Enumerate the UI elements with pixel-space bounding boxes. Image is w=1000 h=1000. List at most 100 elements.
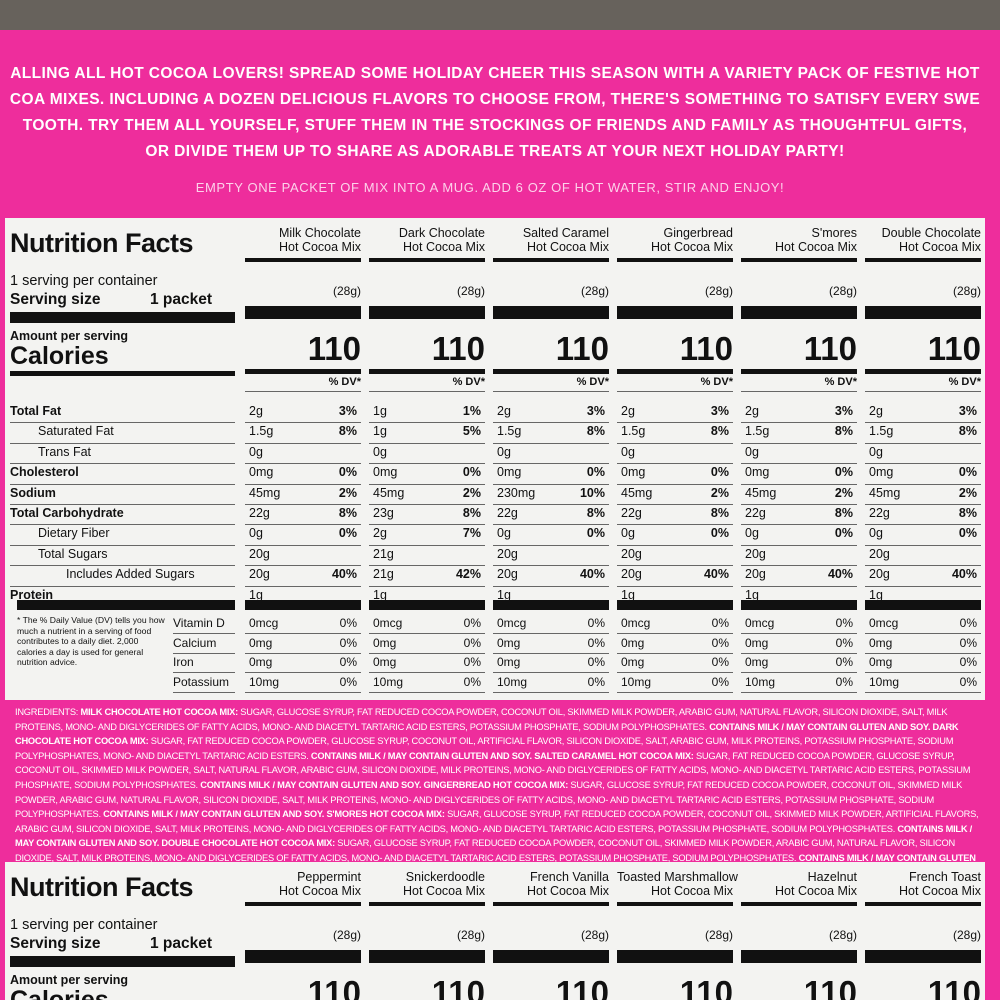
vitamin-label: Potassium (173, 674, 230, 689)
rule (493, 306, 609, 319)
rule (865, 524, 981, 526)
amount: 0g (373, 444, 387, 459)
product-name: Hot Cocoa Mix (527, 240, 609, 254)
serving-size: 1 packet (150, 291, 213, 308)
serving-size-label: Serving size (10, 291, 101, 308)
daily-value: 3% (834, 404, 853, 418)
daily-value: 0% (339, 635, 357, 650)
calories-value: 110 (679, 974, 733, 1000)
nutrient-label: Cholesterol (10, 465, 79, 480)
product-name: Hot Cocoa Mix (775, 240, 857, 254)
rule (10, 524, 235, 526)
rule (245, 463, 361, 465)
ingredients-text: CONTAINS MILK / MAY CONTAIN GLUTEN AND S… (15, 823, 972, 849)
rule (741, 422, 857, 424)
daily-value: 0% (959, 674, 977, 689)
rule (865, 258, 981, 262)
amount: 0mcg (621, 616, 651, 630)
rule (245, 652, 361, 654)
amount: 230mg (497, 485, 536, 500)
amount: 0mg (869, 655, 893, 670)
calories-value: 110 (927, 330, 981, 367)
serving-size-label: Serving size (10, 935, 101, 952)
rule (369, 902, 485, 906)
amount: 0mg (621, 465, 646, 480)
rule (741, 483, 857, 485)
nutrient-label: Dietary Fiber (38, 526, 110, 541)
daily-value: 8% (586, 506, 605, 520)
daily-value: 7% (462, 526, 481, 541)
amount: 0mg (249, 635, 273, 650)
rule (10, 585, 235, 587)
daily-value: 8% (834, 506, 853, 520)
amount: 0mg (249, 465, 274, 480)
amount: 0mcg (497, 616, 527, 630)
amount: 0mg (497, 635, 521, 650)
nutrient-label: Trans Fat (38, 444, 92, 459)
rule (865, 902, 981, 906)
rule (865, 565, 981, 567)
amount: 22g (497, 506, 518, 520)
amount: 0mg (745, 635, 769, 650)
amount: 0mg (869, 465, 894, 480)
daily-value: 0% (958, 465, 977, 480)
rule (617, 463, 733, 465)
amount: 0mg (621, 655, 645, 670)
amount: 0mg (869, 635, 893, 650)
product-name: Peppermint (297, 870, 361, 884)
rule (741, 565, 857, 567)
intro-line: ALLING ALL HOT COCOA LOVERS! SPREAD SOME… (10, 65, 980, 82)
rule (741, 442, 857, 444)
rule (369, 504, 485, 505)
rule (245, 691, 361, 693)
daily-value: 8% (586, 424, 605, 439)
ingredients-text: CONTAINS MILK / MAY CONTAIN GLUTEN AND S… (310, 750, 694, 761)
rule (865, 306, 981, 319)
amount: 2g (621, 404, 635, 418)
daily-value: 2% (710, 485, 729, 500)
rule (865, 463, 981, 465)
rule (245, 391, 361, 392)
rule (493, 524, 609, 526)
product-name: French Vanilla (530, 870, 609, 884)
amount: 0mg (249, 655, 273, 670)
rule (245, 672, 361, 674)
amount: 45mg (621, 485, 653, 500)
product-name: Gingerbread (663, 226, 734, 240)
amount: 20g (745, 546, 766, 561)
rule (369, 369, 485, 374)
daily-value: 0% (711, 655, 729, 670)
amount: 0mg (373, 465, 398, 480)
amount: 10mg (373, 674, 404, 689)
rule (10, 371, 235, 376)
amount: 21g (373, 567, 394, 582)
daily-value: 0% (958, 526, 977, 541)
calories-value: 110 (679, 330, 733, 367)
rule (369, 633, 485, 634)
daily-value: 1% (462, 404, 481, 418)
serving-weight: (28g) (704, 928, 733, 942)
rule (493, 652, 609, 654)
amount: 20g (249, 546, 270, 561)
amount: 1g (373, 424, 387, 439)
rule (493, 902, 609, 906)
serving-weight: (28g) (580, 928, 609, 942)
serving-weight: (28g) (828, 284, 857, 298)
rule (617, 369, 733, 374)
daily-value: 0% (586, 465, 605, 480)
amount: 10mg (249, 674, 280, 689)
rule (865, 600, 981, 610)
product-name: Snickerdoodle (405, 870, 485, 884)
daily-value: 8% (834, 424, 853, 439)
amount: 0mg (745, 655, 769, 670)
nutrient-label: Includes Added Sugars (66, 567, 195, 582)
daily-value: 3% (958, 404, 977, 418)
amount: 45mg (745, 485, 777, 500)
daily-value: 0% (339, 655, 357, 670)
product-name: Double Chocolate (881, 226, 981, 240)
rule (369, 483, 485, 485)
product-name: Hot Cocoa Mix (279, 240, 361, 254)
rule (245, 258, 361, 262)
calories-value: 110 (555, 330, 609, 367)
rule (245, 902, 361, 906)
